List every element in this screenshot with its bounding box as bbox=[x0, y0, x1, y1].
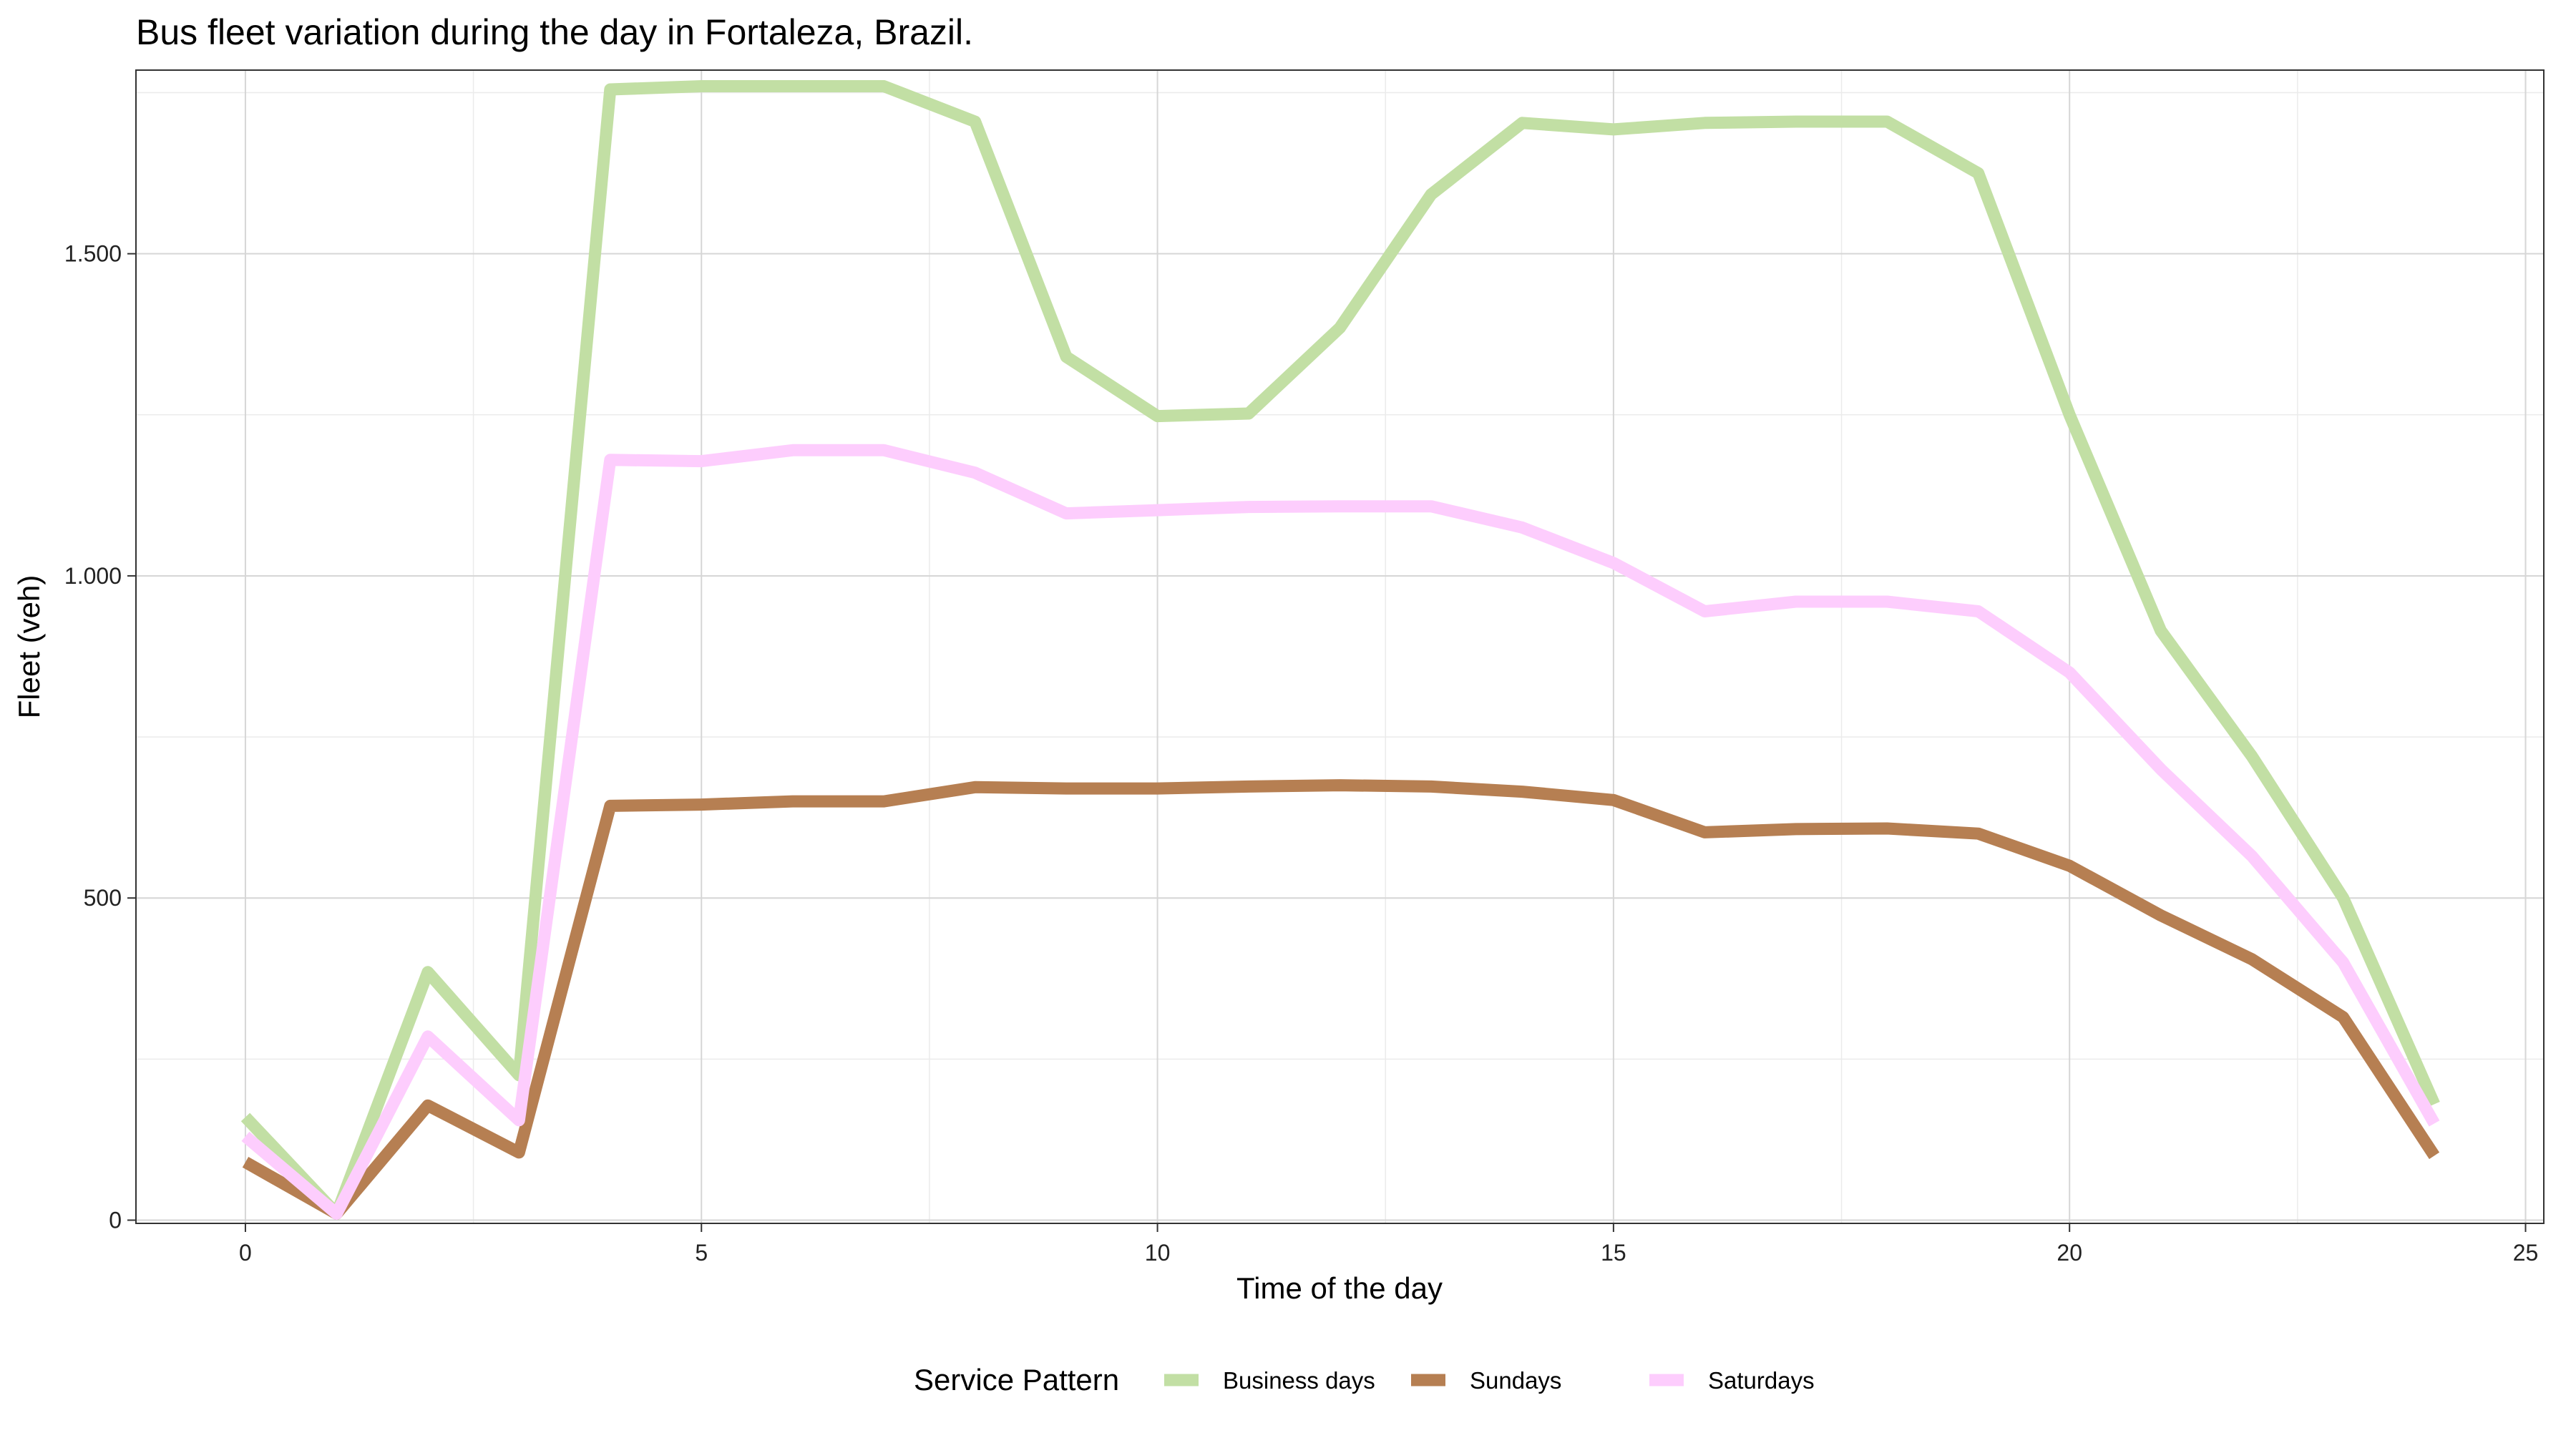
y-tick-label: 0 bbox=[109, 1207, 122, 1233]
legend: Service Pattern Business days Sundays Satu… bbox=[914, 1363, 1815, 1397]
x-tick-label: 15 bbox=[1601, 1240, 1626, 1266]
x-tick-label: 10 bbox=[1145, 1240, 1171, 1266]
x-tick-label: 0 bbox=[239, 1240, 252, 1266]
series-lines bbox=[240, 80, 2440, 1220]
y-tick-label: 1.000 bbox=[64, 563, 122, 589]
x-tick-label: 25 bbox=[2513, 1240, 2539, 1266]
y-axis-ticks: 0 500 1.000 1.500 bbox=[64, 241, 136, 1233]
legend-title: Service Pattern bbox=[914, 1363, 1119, 1397]
major-gridlines bbox=[136, 70, 2544, 1223]
series-line-0 bbox=[240, 80, 2440, 1220]
series-line-1 bbox=[242, 779, 2440, 1220]
legend-label-0: Business days bbox=[1223, 1367, 1375, 1394]
series-line-2 bbox=[241, 444, 2440, 1220]
legend-label-1: Sundays bbox=[1470, 1367, 1561, 1394]
y-tick-label: 1.500 bbox=[64, 241, 122, 267]
y-tick-label: 500 bbox=[84, 885, 122, 911]
x-tick-label: 5 bbox=[695, 1240, 708, 1266]
legend-label-2: Saturdays bbox=[1708, 1367, 1815, 1394]
x-tick-label: 20 bbox=[2057, 1240, 2082, 1266]
y-axis-title: Fleet (veh) bbox=[12, 575, 46, 719]
x-axis-ticks: 0 5 10 15 20 25 bbox=[239, 1223, 2538, 1266]
x-axis-title: Time of the day bbox=[1236, 1271, 1443, 1305]
plot-border bbox=[135, 69, 2545, 1224]
chart-title: Bus fleet variation during the day in Fo… bbox=[136, 12, 973, 52]
